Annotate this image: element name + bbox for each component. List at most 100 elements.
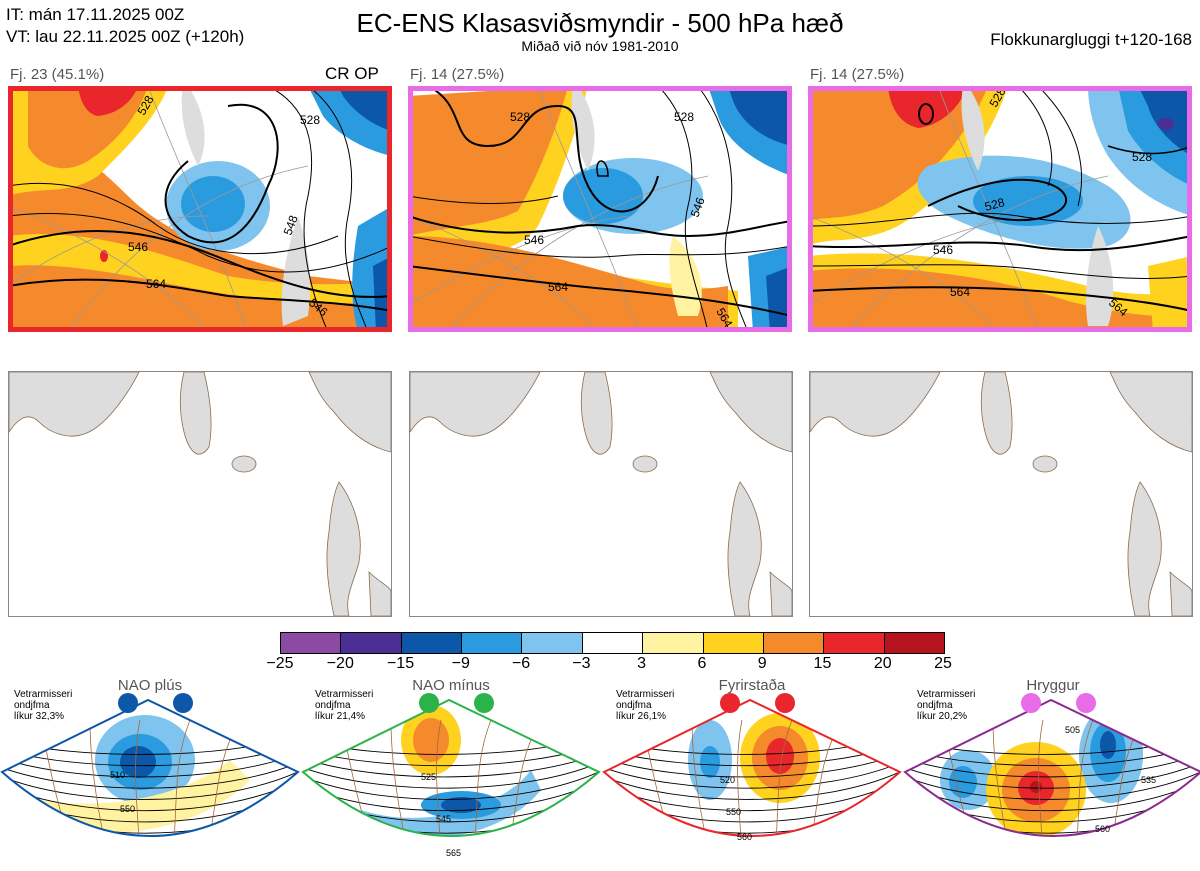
regime-contour-label: 560 [1095, 824, 1110, 834]
regime-marker-dot [173, 693, 193, 713]
regime-marker-dot [1076, 693, 1096, 713]
cluster-3-label: Fj. 14 (27.5%) [810, 66, 905, 83]
cluster-2-contour-label: 546 [524, 233, 544, 247]
regime-text-line: Vetrarmisseri [616, 689, 675, 700]
page-subtitle: Miðað við nóv 1981-2010 [521, 38, 679, 54]
regime-map: 520 550 560 [602, 698, 902, 842]
cluster-1-label: Fj. 23 (45.1%) [10, 66, 105, 83]
cluster-map-2: 528 546 564 546 564 528 [408, 86, 792, 332]
valid-time: VT: lau 22.11.2025 00Z (+120h) [6, 27, 245, 46]
colorbar-tick-label: −3 [572, 655, 591, 672]
regime-text-line: líkur 20,2% [917, 711, 968, 722]
regime-text-line: ondjfma [14, 700, 50, 711]
regime-title: Fyrirstaða [718, 677, 786, 694]
cluster-3-contour-label: 528 [1132, 150, 1152, 164]
window-label: Flokkunargluggi t+120-168 [990, 30, 1192, 49]
regime-contour-label: 550 [120, 804, 135, 814]
regime-contour-label: 535 [1141, 775, 1156, 785]
regime-probability-text: Vetrarmisseri ondjfma líkur 20,2% [917, 689, 975, 722]
regime-text-line: líkur 32,3% [14, 711, 65, 722]
regime-title: NAO plús [117, 677, 183, 694]
cluster-3-contour-label: 546 [933, 243, 953, 257]
regime-text-line: ondjfma [616, 700, 652, 711]
colorbar-tick-label: 15 [813, 655, 832, 672]
cluster-map-2-graphic: 528 546 564 546 564 528 [408, 86, 792, 332]
blank-map-1-land [9, 372, 391, 616]
blank-map-3 [809, 371, 1193, 617]
cluster-1-contour-label: 564 [146, 277, 166, 291]
regime-probability-text: Vetrarmisseri ondjfma líkur 21,4% [315, 689, 373, 722]
regime-contour-label: 510 [110, 770, 125, 780]
colorbar-tick-label: −15 [386, 655, 415, 672]
regime-text-line: Vetrarmisseri [315, 689, 374, 700]
cluster-3-contour-label: 564 [950, 285, 970, 299]
regime-marker-dot [419, 693, 439, 713]
cluster-3-contour-label: 528 [983, 195, 1006, 214]
colorbar-segment [703, 633, 764, 653]
regime-contour-label: 560 [737, 832, 752, 842]
regime-map: 510 550 [0, 698, 300, 837]
colorbar-tick-label: 3 [637, 655, 647, 672]
regime-text-line: Vetrarmisseri [14, 689, 73, 700]
cluster-2-label: Fj. 14 (27.5%) [410, 66, 505, 83]
colorbar-tick-label: 20 [873, 655, 892, 672]
cluster-map-3-border [808, 86, 1192, 332]
regime-contour-label: 505 [1065, 725, 1080, 735]
colorbar-tick-label: −20 [326, 655, 354, 672]
cluster-1-contour-label: 528 [300, 113, 320, 127]
blank-map-3-land [810, 372, 1192, 616]
regime-marker-dot [1021, 693, 1041, 713]
regime-contour-label: 520 [720, 775, 735, 785]
colorbar-segment [884, 633, 944, 653]
blank-map-1 [8, 371, 392, 617]
cluster-map-1-graphic: 528 546 564 548 528 546 [8, 86, 392, 332]
regime-contour-label: 550 [726, 807, 741, 817]
cluster-map-1-border [8, 86, 392, 332]
header-left: IT: mán 17.11.2025 00Z VT: lau 22.11.202… [6, 4, 244, 48]
regime-marker-dot [118, 693, 138, 713]
colorbar-segment [401, 633, 463, 653]
regime-text-line: Vetrarmisseri [917, 689, 976, 700]
regime-map: 505 535 560 [903, 698, 1200, 837]
cluster-1-contour-label: 548 [281, 213, 301, 237]
regime-text-line: ondjfma [917, 700, 953, 711]
regime-map: 525 545 565 [301, 698, 601, 858]
regime-contour-label: 565 [446, 848, 461, 858]
cluster-map-3-graphic: 528 528 528 546 564 564 [808, 86, 1192, 332]
colorbar-segment [582, 633, 644, 653]
regime-contour-label: 545 [436, 814, 451, 824]
regime-marker-dot [474, 693, 494, 713]
regime-marker-dot [775, 693, 795, 713]
colorbar-segment [824, 633, 885, 653]
regime-contour-label: 525 [421, 772, 436, 782]
colorbar-tick-label: −9 [451, 655, 470, 672]
regime-probability-text: Vetrarmisseri ondjfma líkur 26,1% [616, 689, 674, 722]
colorbar-segment [522, 633, 583, 653]
init-time: IT: mán 17.11.2025 00Z [6, 5, 185, 24]
colorbar-tick-label: 9 [757, 655, 767, 672]
colorbar-tick-label: −6 [511, 655, 531, 672]
colorbar-segment [281, 633, 342, 653]
colorbar-segment [341, 633, 402, 653]
colorbar-tick-label: 25 [934, 655, 952, 672]
cluster-2-contour-label: 546 [688, 195, 708, 219]
cluster-map-3: 528 528 528 546 564 564 [808, 86, 1192, 332]
cluster-2-contour-label: 564 [548, 280, 568, 294]
cluster-2-contour-label: 528 [510, 110, 530, 124]
colorbar-segment [643, 633, 704, 653]
colorbar-tick-label: −25 [266, 655, 294, 672]
regime-title: Hryggur [1026, 677, 1080, 694]
cluster-2-contour-label: 528 [674, 110, 694, 124]
cluster-map-1: 528 546 564 548 528 546 [8, 86, 392, 332]
regime-text-line: líkur 26,1% [616, 711, 667, 722]
regime-probability-text: Vetrarmisseri ondjfma líkur 32,3% [14, 689, 72, 722]
colorbar-tick-label: 6 [697, 655, 707, 672]
colorbar [280, 632, 945, 654]
cluster-1-tag: CR OP [325, 64, 379, 83]
cluster-map-2-border [408, 86, 792, 332]
colorbar-segment [462, 633, 523, 653]
regime-title: NAO mínus [412, 677, 490, 694]
page-title: EC-ENS Klasasviðsmyndir - 500 hPa hæð [356, 8, 844, 38]
cluster-1-contour-label: 546 [128, 240, 148, 254]
regime-text-line: líkur 21,4% [315, 711, 366, 722]
